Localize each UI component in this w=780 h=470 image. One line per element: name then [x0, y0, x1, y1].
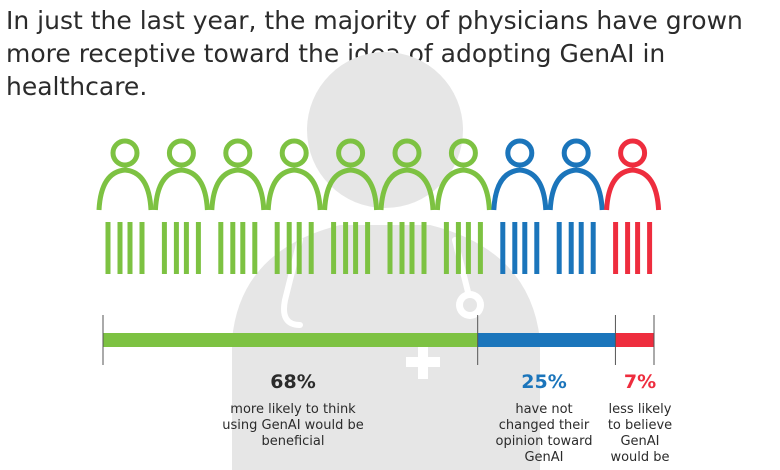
segment-percent: 25%: [521, 371, 567, 393]
person-icon: [152, 138, 210, 274]
person-icon: [547, 138, 605, 274]
segment-percent: 68%: [270, 371, 316, 393]
headline: In just the last year, the majority of p…: [6, 6, 743, 101]
person-icon: [604, 138, 662, 274]
person-icon: [491, 138, 549, 274]
segment-description-line: would be: [610, 450, 670, 465]
segment-description-line: less likely: [608, 402, 672, 417]
segment-description: less likely to believe GenAI would be: [600, 402, 680, 466]
stacked-bar: [102, 315, 655, 365]
segment-description-line: opinion toward: [495, 434, 593, 449]
bar-segment: [615, 333, 654, 347]
segment-description-line: GenAI: [524, 450, 564, 465]
person-icon: [378, 138, 436, 274]
segment-description-line: GenAI: [620, 434, 660, 449]
person-icon: [209, 138, 267, 274]
person-icon: [265, 138, 323, 274]
person-icon: [96, 138, 154, 274]
segment-description-line: have not: [515, 402, 573, 417]
segment-description-line: beneficial: [261, 434, 325, 449]
segment-description-line: changed their: [498, 418, 590, 433]
segment-description-line: using GenAI would be: [222, 418, 364, 433]
segment-description: have not changed their opinion toward GenAI: [489, 402, 599, 466]
segment-description: more likely to think using GenAI would be…: [208, 402, 378, 450]
segment-description-line: more likely to think: [230, 402, 356, 417]
segment-percent: 7%: [623, 371, 657, 393]
segment-description-line: to believe: [607, 418, 673, 433]
bar-segment: [103, 333, 478, 347]
bar-segment: [477, 333, 616, 347]
person-icon: [322, 138, 380, 274]
person-icon: [434, 138, 492, 274]
people-icons: [96, 138, 662, 274]
